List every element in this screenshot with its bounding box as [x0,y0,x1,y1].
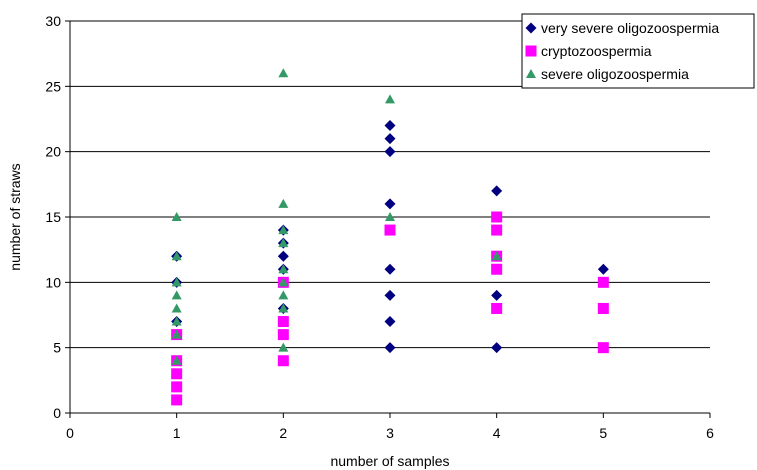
y-tick-label-20: 20 [45,144,61,160]
y-tick-label-10: 10 [45,274,61,290]
data-point-s3-12 [278,238,289,248]
x-tick-label-5: 5 [599,425,607,441]
x-tick-label-2: 2 [279,425,287,441]
legend-label-2: cryptozoospermia [541,43,652,59]
data-point-s2-7 [277,316,289,328]
data-point-s1-12 [384,133,396,145]
y-tick-label-30: 30 [45,13,61,29]
data-point-s3-16 [278,303,289,313]
data-point-s2-11 [491,211,503,223]
data-point-s2-14 [491,263,503,275]
data-point-s3-11 [278,225,289,235]
data-point-s2-5 [171,394,183,406]
data-point-s1-19 [491,185,503,197]
data-point-s3-7 [171,329,182,339]
data-point-s1-11 [384,120,396,132]
series-1 [171,120,609,354]
data-point-s1-18 [384,342,396,354]
x-tick-label-3: 3 [386,425,394,441]
data-point-s3-1 [171,212,182,221]
legend-label-3: severe oligozoospermia [541,66,689,82]
ticks-layer: 0 5 10 15 20 25 30 0 1 2 3 4 5 6 [45,13,714,441]
legend-marker-2 [525,45,537,57]
y-tick-label-25: 25 [45,78,61,94]
data-point-s3-4 [171,290,182,300]
data-point-s1-14 [384,198,396,210]
data-point-s3-3 [171,277,182,287]
x-tick-label-0: 0 [66,425,74,441]
x-tick-label-6: 6 [706,425,714,441]
data-point-s1-15 [384,263,396,275]
x-axis-title: number of samples [330,453,449,469]
data-point-s3-8 [171,355,182,365]
points-layer [171,68,609,406]
y-axis-title: number of straws [7,163,23,270]
data-point-s1-21 [491,289,503,301]
data-point-s1-7 [277,250,289,262]
data-point-s2-9 [277,355,289,367]
data-point-s2-10 [384,224,396,236]
data-point-s3-20 [491,251,502,261]
y-tick-label-15: 15 [45,209,61,225]
data-point-s1-17 [384,316,396,328]
data-point-s3-18 [385,94,395,104]
data-point-s2-15 [491,302,503,314]
series-3 [171,68,502,365]
data-point-s1-16 [384,289,396,301]
data-point-s3-14 [278,277,289,287]
data-point-s3-9 [278,68,289,78]
data-point-s2-18 [597,342,609,354]
legend: very severe oligozoospermia cryptozoosper… [521,13,755,89]
x-tick-label-4: 4 [493,425,501,441]
data-point-s3-2 [171,251,182,261]
data-point-s2-17 [597,302,609,314]
legend-label-1: very severe oligozoospermia [541,20,719,36]
data-point-s3-10 [278,198,289,208]
data-point-s3-17 [278,342,289,352]
legend-box [521,13,755,89]
data-point-s3-5 [171,303,182,313]
legend-marker-3 [526,69,536,78]
data-point-s3-15 [278,290,289,300]
data-point-s2-12 [491,224,503,236]
data-point-s3-13 [278,264,289,274]
data-point-s2-4 [171,381,183,393]
legend-marker-1 [525,22,537,34]
data-point-s2-3 [171,368,183,380]
series-2 [171,211,609,406]
data-point-s1-23 [597,263,609,275]
data-point-s2-16 [597,276,609,288]
data-point-s1-13 [384,146,396,158]
data-point-s3-19 [385,212,395,221]
y-tick-label-0: 0 [53,405,61,421]
data-point-s2-8 [277,329,289,341]
y-tick-label-5: 5 [53,340,61,356]
data-point-s3-6 [171,316,182,326]
data-point-s1-22 [491,342,503,354]
x-tick-label-1: 1 [173,425,181,441]
